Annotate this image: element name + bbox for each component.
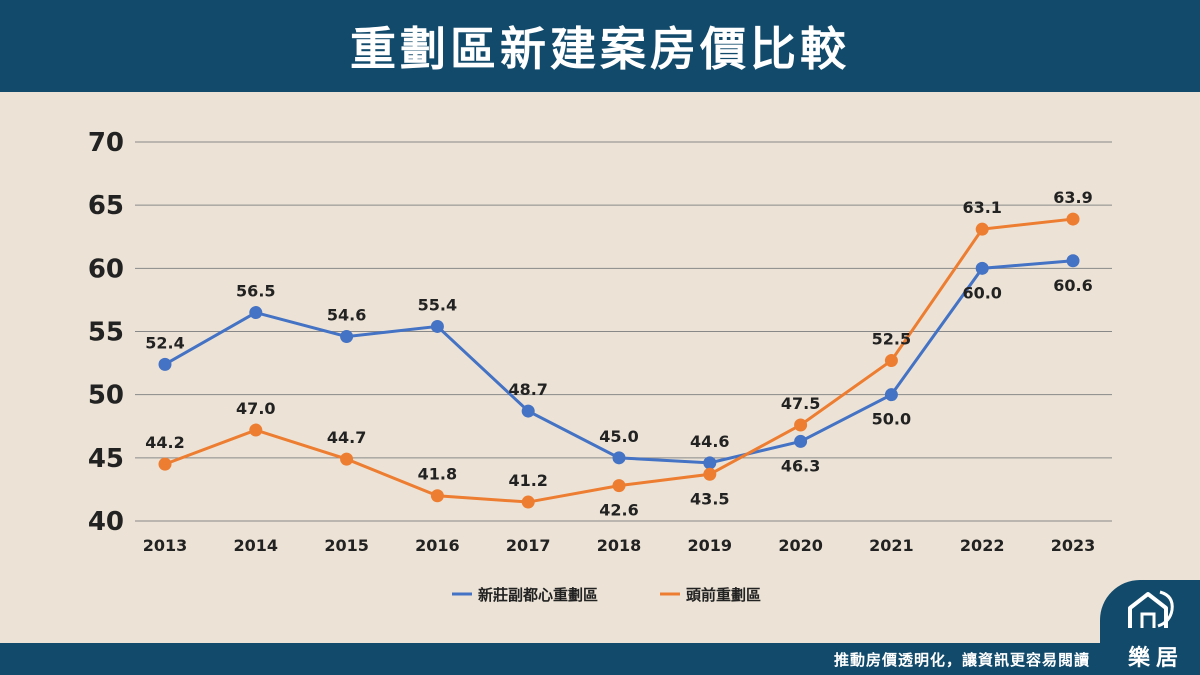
data-label: 63.9 <box>1053 188 1092 207</box>
data-label: 52.4 <box>145 333 184 352</box>
logo-badge <box>1100 580 1200 675</box>
data-point <box>884 388 898 402</box>
grid-lines <box>135 141 1112 522</box>
data-point <box>1066 254 1080 268</box>
header-bar: 重劃區新建案房價比較 <box>0 0 1200 92</box>
data-label: 44.6 <box>690 432 729 451</box>
x-tick-label: 2016 <box>415 536 460 555</box>
page-title: 重劃區新建案房價比較 <box>350 22 850 76</box>
data-label: 41.2 <box>508 471 547 490</box>
data-point <box>249 423 263 437</box>
data-point <box>794 418 808 432</box>
data-label: 47.0 <box>236 399 275 418</box>
series-layer <box>158 212 1080 509</box>
data-label: 42.6 <box>599 501 638 520</box>
data-label: 63.1 <box>962 198 1001 217</box>
data-label: 56.5 <box>236 282 275 301</box>
x-tick-label: 2023 <box>1051 536 1096 555</box>
data-point <box>612 479 626 493</box>
data-point <box>703 467 717 481</box>
x-tick-label: 2021 <box>869 536 914 555</box>
y-tick-label: 50 <box>88 381 124 411</box>
y-tick-label: 70 <box>88 128 124 158</box>
logo-text: 樂居 <box>1128 646 1185 671</box>
y-tick-label: 60 <box>88 254 124 284</box>
x-tick-label: 2015 <box>324 536 369 555</box>
footer-slogan: 推動房價透明化，讓資訊更容易閱讀 <box>833 651 1090 669</box>
x-tick-label: 2019 <box>688 536 733 555</box>
x-tick-label: 2020 <box>778 536 823 555</box>
data-label: 45.0 <box>599 427 638 446</box>
data-point <box>249 306 263 320</box>
logo-house-icon <box>1128 590 1174 628</box>
data-point <box>521 404 535 418</box>
data-point <box>975 261 989 275</box>
data-label: 47.5 <box>781 394 820 413</box>
x-tick-label: 2018 <box>597 536 642 555</box>
footer-bar: 推動房價透明化，讓資訊更容易閱讀 <box>0 643 1200 675</box>
data-point <box>430 319 444 333</box>
data-label: 55.4 <box>418 295 457 314</box>
data-label: 54.6 <box>327 306 366 325</box>
data-point <box>430 489 444 503</box>
data-point <box>158 457 172 471</box>
data-label: 43.5 <box>690 489 729 508</box>
data-label: 44.7 <box>327 428 366 447</box>
data-point <box>884 354 898 368</box>
x-tick-label: 2022 <box>960 536 1005 555</box>
y-tick-label: 40 <box>88 507 124 537</box>
data-label: 44.2 <box>145 433 184 452</box>
data-label: 52.5 <box>872 330 911 349</box>
legend-label: 新莊副都心重劃區 <box>478 586 598 604</box>
data-point <box>703 456 717 470</box>
data-label: 60.0 <box>962 283 1001 302</box>
data-point <box>612 451 626 465</box>
data-label: 41.8 <box>418 465 457 484</box>
x-tick-label: 2014 <box>234 536 279 555</box>
y-tick-label: 45 <box>88 444 124 474</box>
data-point <box>158 357 172 371</box>
data-label: 48.7 <box>508 380 547 399</box>
y-tick-label: 65 <box>88 191 124 221</box>
data-point <box>975 222 989 236</box>
x-tick-label: 2013 <box>143 536 188 555</box>
x-axis-ticks: 2013 2014 2015 2016 2017 2018 2019 2020 2021 2022… <box>143 536 1096 555</box>
data-point <box>1066 212 1080 226</box>
y-tick-label: 55 <box>88 318 124 348</box>
data-point <box>794 434 808 448</box>
data-point <box>340 452 354 466</box>
x-tick-label: 2017 <box>506 536 551 555</box>
y-axis-ticks: 40 45 50 55 60 65 70 <box>88 128 124 537</box>
data-label: 60.6 <box>1053 276 1092 295</box>
data-point <box>340 330 354 344</box>
data-label: 50.0 <box>872 410 911 429</box>
data-labels: 52.4 56.5 54.6 55.4 48.7 45.0 44.6 46.3 50.0 60.0… <box>145 188 1092 520</box>
data-point <box>521 495 535 509</box>
legend-label: 頭前重劃區 <box>686 586 761 604</box>
data-label: 46.3 <box>781 456 820 475</box>
legend: 新莊副都心重劃區 頭前重劃區 <box>452 586 761 604</box>
